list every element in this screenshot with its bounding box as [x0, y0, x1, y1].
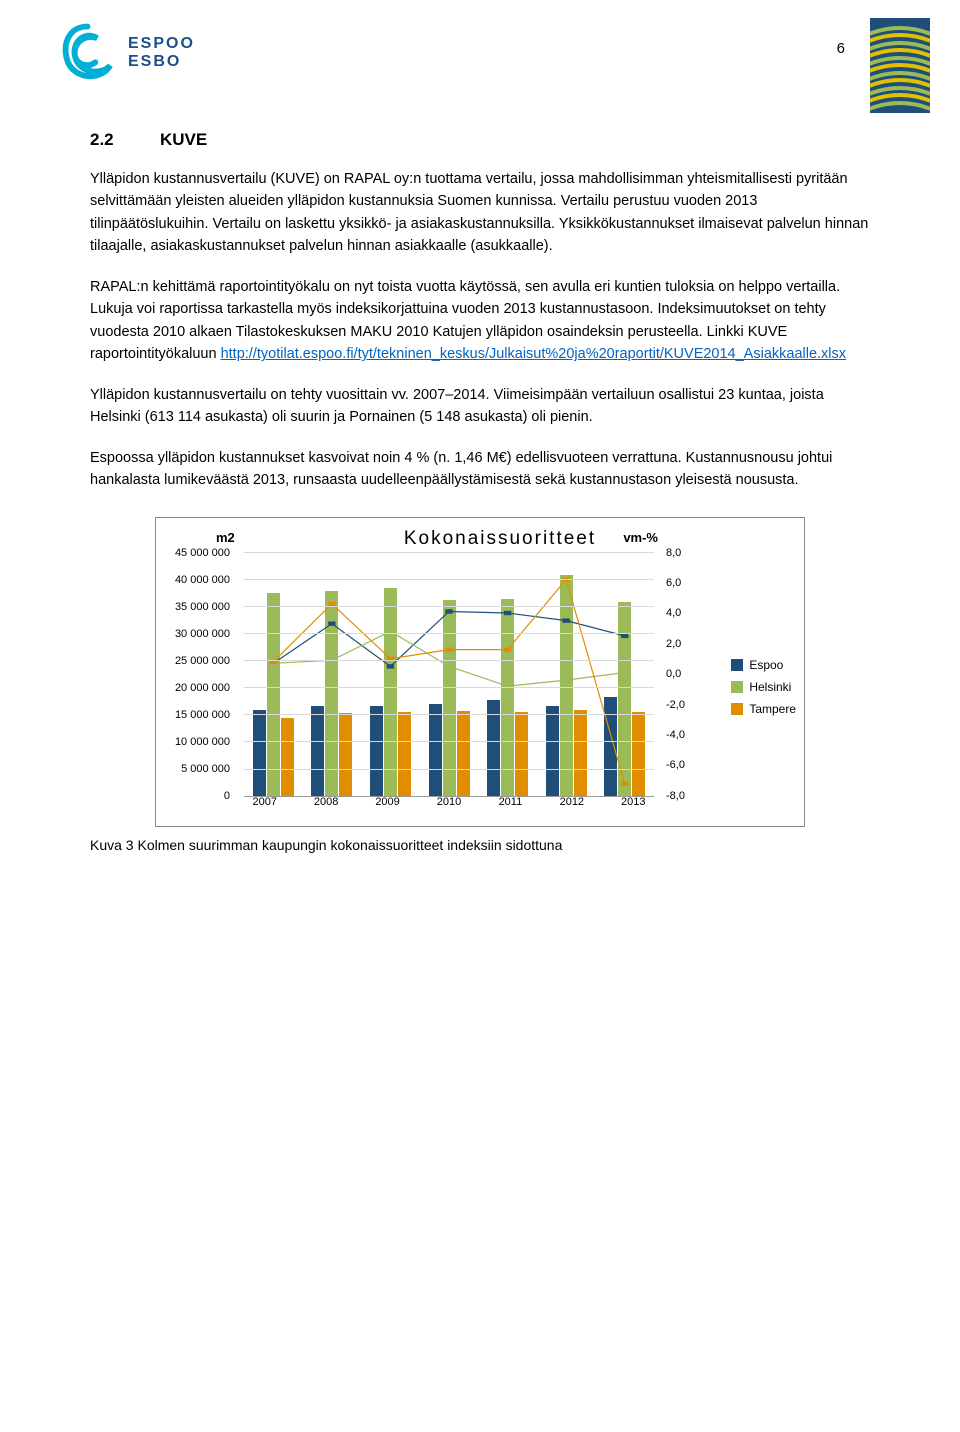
kuve-report-link[interactable]: http://tyotilat.espoo.fi/tyt/tekninen_ke…: [221, 346, 846, 362]
y-left-tick: 45 000 000: [175, 547, 230, 559]
y-left-tick: 30 000 000: [175, 628, 230, 640]
x-axis-label: 2007: [234, 796, 295, 812]
bar-helsinki: [384, 588, 397, 796]
header-decoration-icon: [870, 18, 930, 113]
paragraph-2: RAPAL:n kehittämä raportointityökalu on …: [90, 276, 870, 366]
legend-swatch: [731, 659, 743, 671]
x-axis-label: 2012: [541, 796, 602, 812]
chart-legend: Espoo Helsinki Tampere: [731, 658, 796, 724]
bar-group: [303, 552, 362, 796]
x-axis-label: 2008: [295, 796, 356, 812]
x-axis-label: 2010: [418, 796, 479, 812]
legend-swatch: [731, 703, 743, 715]
legend-label: Helsinki: [749, 680, 791, 694]
y-axis-right: -8,0-6,0-4,0-2,00,02,04,06,08,0: [662, 553, 690, 796]
section-number: 2.2: [90, 130, 160, 150]
grid-line: [244, 579, 654, 580]
grid-line: [244, 606, 654, 607]
legend-label: Tampere: [749, 702, 796, 716]
grid-line: [244, 741, 654, 742]
page-header: ESPOO ESBO 6: [0, 0, 960, 130]
bar-helsinki: [560, 575, 573, 796]
paragraph-1: Ylläpidon kustannusvertailu (KUVE) on RA…: [90, 168, 870, 258]
legend-label: Espoo: [749, 658, 783, 672]
bar-group: [537, 552, 596, 796]
grid-line: [244, 660, 654, 661]
y-left-tick: 35 000 000: [175, 601, 230, 613]
y-right-tick: -6,0: [666, 759, 685, 771]
bar-tampere: [515, 712, 528, 795]
bar-espoo: [253, 710, 266, 796]
x-axis-label: 2011: [480, 796, 541, 812]
chart-plot-area: [244, 552, 654, 797]
bar-tampere: [574, 710, 587, 796]
x-axis-label: 2009: [357, 796, 418, 812]
grid-line: [244, 552, 654, 553]
bar-tampere: [398, 712, 411, 795]
legend-item: Helsinki: [731, 680, 796, 694]
bar-group: [244, 552, 303, 796]
y-right-tick: -8,0: [666, 790, 685, 802]
bar-helsinki: [325, 591, 338, 795]
bar-espoo: [370, 706, 383, 796]
bar-group: [361, 552, 420, 796]
bars-container: [244, 552, 654, 796]
grid-line: [244, 769, 654, 770]
x-axis: 2007200820092010201120122013: [234, 796, 664, 812]
x-axis-label: 2013: [603, 796, 664, 812]
bar-espoo: [311, 706, 324, 796]
bar-helsinki: [501, 599, 514, 796]
figure-caption: Kuva 3 Kolmen suurimman kaupungin kokona…: [0, 837, 960, 853]
y-right-tick: -2,0: [666, 699, 685, 711]
y-right-tick: 4,0: [666, 607, 681, 619]
grid-line: [244, 633, 654, 634]
bar-tampere: [281, 718, 294, 795]
bar-tampere: [632, 712, 645, 795]
legend-item: Tampere: [731, 702, 796, 716]
y-right-tick: 6,0: [666, 577, 681, 589]
bar-helsinki: [618, 602, 631, 795]
bar-tampere: [457, 711, 470, 795]
chart-title: Kokonaissuoritteet: [166, 528, 794, 550]
logo-bottom: ESBO: [128, 53, 195, 71]
y-left-tick: 0: [224, 790, 230, 802]
bar-helsinki: [267, 593, 280, 796]
y-right-tick: 2,0: [666, 638, 681, 650]
section-heading: 2.2KUVE: [90, 130, 870, 150]
y-left-tick: 5 000 000: [181, 763, 230, 775]
bar-tampere: [339, 713, 352, 796]
y-left-tick: 40 000 000: [175, 574, 230, 586]
legend-item: Espoo: [731, 658, 796, 672]
bar-group: [595, 552, 654, 796]
logo-top: ESPOO: [128, 35, 195, 53]
y-right-tick: 8,0: [666, 547, 681, 559]
paragraph-3: Ylläpidon kustannusvertailu on tehty vuo…: [90, 384, 870, 429]
logo-text: ESPOO ESBO: [128, 35, 195, 70]
y-left-tick: 20 000 000: [175, 682, 230, 694]
bar-espoo: [429, 704, 442, 795]
y-axis-left: 05 000 00010 000 00015 000 00020 000 000…: [164, 553, 236, 796]
y-left-tick: 15 000 000: [175, 709, 230, 721]
bar-group: [420, 552, 479, 796]
y-left-tick: 25 000 000: [175, 655, 230, 667]
bar-helsinki: [443, 600, 456, 796]
y-right-tick: 0,0: [666, 668, 681, 680]
paragraph-4: Espoossa ylläpidon kustannukset kasvoiva…: [90, 447, 870, 492]
y-left-tick: 10 000 000: [175, 736, 230, 748]
page-number: 6: [837, 40, 845, 57]
right-axis-title: vm-%: [623, 530, 658, 545]
left-axis-title: m2: [216, 530, 235, 545]
y-right-tick: -4,0: [666, 729, 685, 741]
legend-swatch: [731, 681, 743, 693]
main-content: 2.2KUVE Ylläpidon kustannusvertailu (KUV…: [0, 130, 960, 827]
logo: ESPOO ESBO: [55, 20, 195, 85]
section-title: KUVE: [160, 130, 207, 149]
espoo-swirl-icon: [55, 20, 120, 85]
grid-line: [244, 714, 654, 715]
bar-group: [478, 552, 537, 796]
chart-container: m2 Kokonaissuoritteet vm-% 0 5 000 000 10 …: [155, 517, 805, 827]
bar-espoo: [604, 697, 617, 796]
grid-line: [244, 687, 654, 688]
bar-espoo: [546, 706, 559, 796]
